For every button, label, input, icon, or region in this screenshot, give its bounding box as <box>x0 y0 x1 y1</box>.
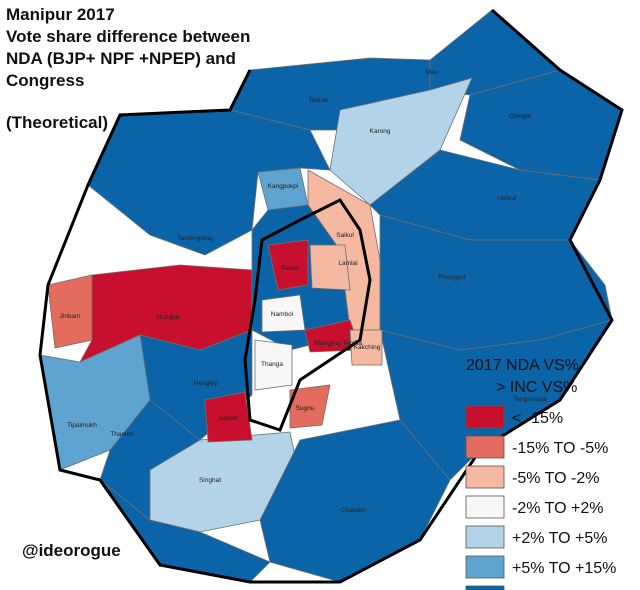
region-label: Phungyer <box>438 274 467 281</box>
region-label: Saikot <box>219 415 237 422</box>
region-label: Mao <box>426 69 439 76</box>
legend-swatch <box>465 435 505 459</box>
region-label: Sugnu <box>296 405 315 412</box>
region-label: Tipaimukh <box>67 422 97 429</box>
region-labels: Mao Chingai Tadubi Karong Ukhrul Kangpok… <box>60 69 548 514</box>
legend-swatch <box>465 525 505 549</box>
region-label: Thanga <box>261 361 283 368</box>
region-label: Nambol <box>271 311 294 318</box>
region-label: Jiribam <box>60 313 81 320</box>
legend-title: 2017 NDA VS% <box>466 357 579 374</box>
legend-label: -2% TO +2% <box>512 500 603 517</box>
region-label: Tengnoupal <box>513 396 547 403</box>
valley-border <box>243 198 372 432</box>
state-border <box>38 8 624 584</box>
legend-swatch <box>465 555 505 579</box>
region-label: Lamlai <box>338 260 357 267</box>
region-label: Chingai <box>509 113 531 120</box>
region-label: Kakching <box>354 344 381 351</box>
legend-swatch <box>465 405 505 429</box>
region-label: Patsoi <box>281 265 299 272</box>
region <box>259 419 451 583</box>
region-label: Wangjing Tentha <box>314 340 362 347</box>
region-label: Ukhrul <box>498 195 517 202</box>
legend-swatch <box>465 585 505 590</box>
region <box>204 391 253 443</box>
legend-swatch <box>465 465 505 489</box>
title: Manipur 2017 <box>6 5 115 24</box>
region <box>254 339 293 391</box>
region <box>267 239 309 291</box>
region <box>87 109 331 256</box>
subtitle: (Theoretical) <box>6 113 108 132</box>
title: NDA (BJP+ NPF +NPEP) and <box>6 49 236 68</box>
legend-swatch <box>465 495 505 519</box>
legend-label: +2% TO +5% <box>512 530 607 547</box>
region <box>349 329 383 366</box>
region-label: Henglep <box>194 380 219 387</box>
region <box>289 384 331 429</box>
title: Vote share difference between <box>6 27 250 46</box>
regions <box>39 9 623 583</box>
region-label: Tamenglong <box>177 235 213 242</box>
title: Congress <box>6 71 84 90</box>
credit: @ideorogue <box>22 541 121 560</box>
legend-title: > INC VS% <box>496 379 577 396</box>
legend-label: -5% TO -2% <box>512 470 599 487</box>
region-label: Saikul <box>336 232 354 239</box>
region-label: Chandel <box>341 507 366 514</box>
region-label: Nungba <box>157 314 180 321</box>
region <box>47 274 93 349</box>
region-label: Tadubi <box>308 97 327 104</box>
region <box>309 244 351 291</box>
legend-label: +5% TO +15% <box>512 560 616 577</box>
region-label: Singhat <box>199 477 221 484</box>
legend: 2017 NDA VS% > INC VS% < -15% -15% TO -5%… <box>465 357 616 590</box>
region-label: Thanlon <box>110 431 134 438</box>
region-label: Kangpokpi <box>268 183 299 190</box>
legend-label: < -15% <box>512 410 563 427</box>
region-label: Karong <box>370 128 391 135</box>
legend-label: -15% TO -5% <box>512 440 608 457</box>
